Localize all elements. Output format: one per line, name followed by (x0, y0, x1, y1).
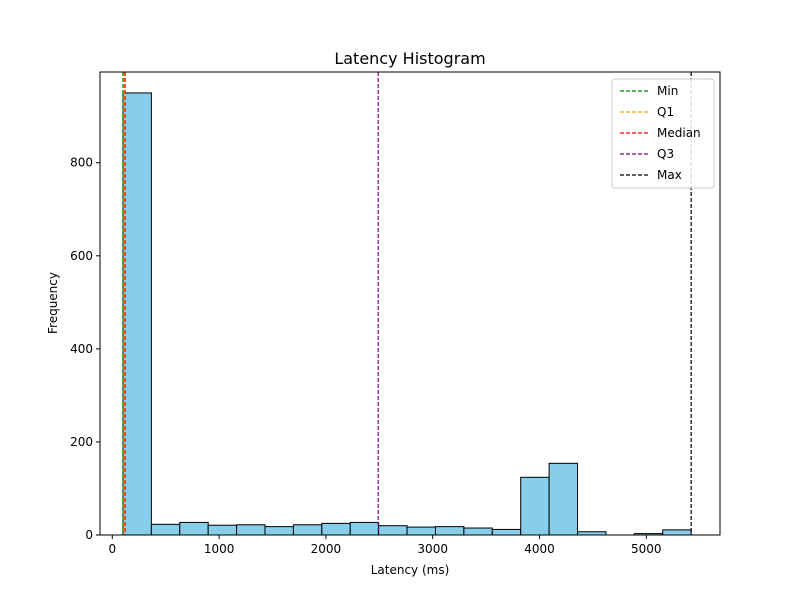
y-tick-label: 800 (70, 156, 93, 170)
x-tick-label: 5000 (631, 542, 662, 556)
histogram-bar (292, 524, 323, 536)
legend-label: Min (657, 84, 678, 98)
y-tick-label: 600 (70, 249, 93, 263)
legend: Min Q1 Median Q3 Max (611, 78, 715, 189)
y-tick-label: 400 (70, 342, 93, 356)
x-tick-label: 2000 (311, 542, 342, 556)
histogram-bar (548, 462, 579, 536)
x-axis-ticks: 0 1000 2000 3000 4000 5000 (108, 535, 662, 556)
histogram-bar (321, 522, 351, 536)
legend-label: Max (657, 168, 682, 182)
bars-layer (122, 92, 692, 536)
x-tick-label: 1000 (204, 542, 235, 556)
histogram-bar (264, 526, 294, 536)
legend-label: Q3 (657, 147, 674, 161)
x-tick-label: 0 (108, 542, 116, 556)
histogram-bar (207, 524, 238, 536)
legend-label: Median (657, 126, 701, 140)
histogram-bar (520, 476, 550, 536)
histogram-bar (150, 523, 181, 536)
y-tick-label: 200 (70, 435, 93, 449)
plot-frame (99, 71, 721, 536)
histogram-bar (406, 526, 436, 536)
y-axis-label: Frequency (46, 272, 60, 334)
histogram-bar (378, 525, 408, 536)
histogram-bar (434, 526, 465, 536)
histogram-bar (463, 527, 493, 536)
chart-title: Latency Histogram (334, 49, 485, 68)
legend-box (611, 78, 715, 189)
reference-lines-layer (122, 72, 692, 535)
histogram-bar (236, 524, 266, 536)
x-axis-label: Latency (ms) (371, 563, 450, 577)
histogram-bar (122, 92, 152, 536)
histogram-bar (179, 521, 209, 536)
histogram-bar (491, 528, 522, 536)
histogram-bar (662, 529, 692, 536)
x-tick-label: 4000 (524, 542, 555, 556)
y-axis-ticks: 0 200 400 600 800 (70, 156, 100, 542)
x-tick-label: 3000 (417, 542, 448, 556)
legend-label: Q1 (657, 105, 674, 119)
y-tick-label: 0 (85, 528, 93, 542)
histogram-bar (349, 521, 380, 536)
